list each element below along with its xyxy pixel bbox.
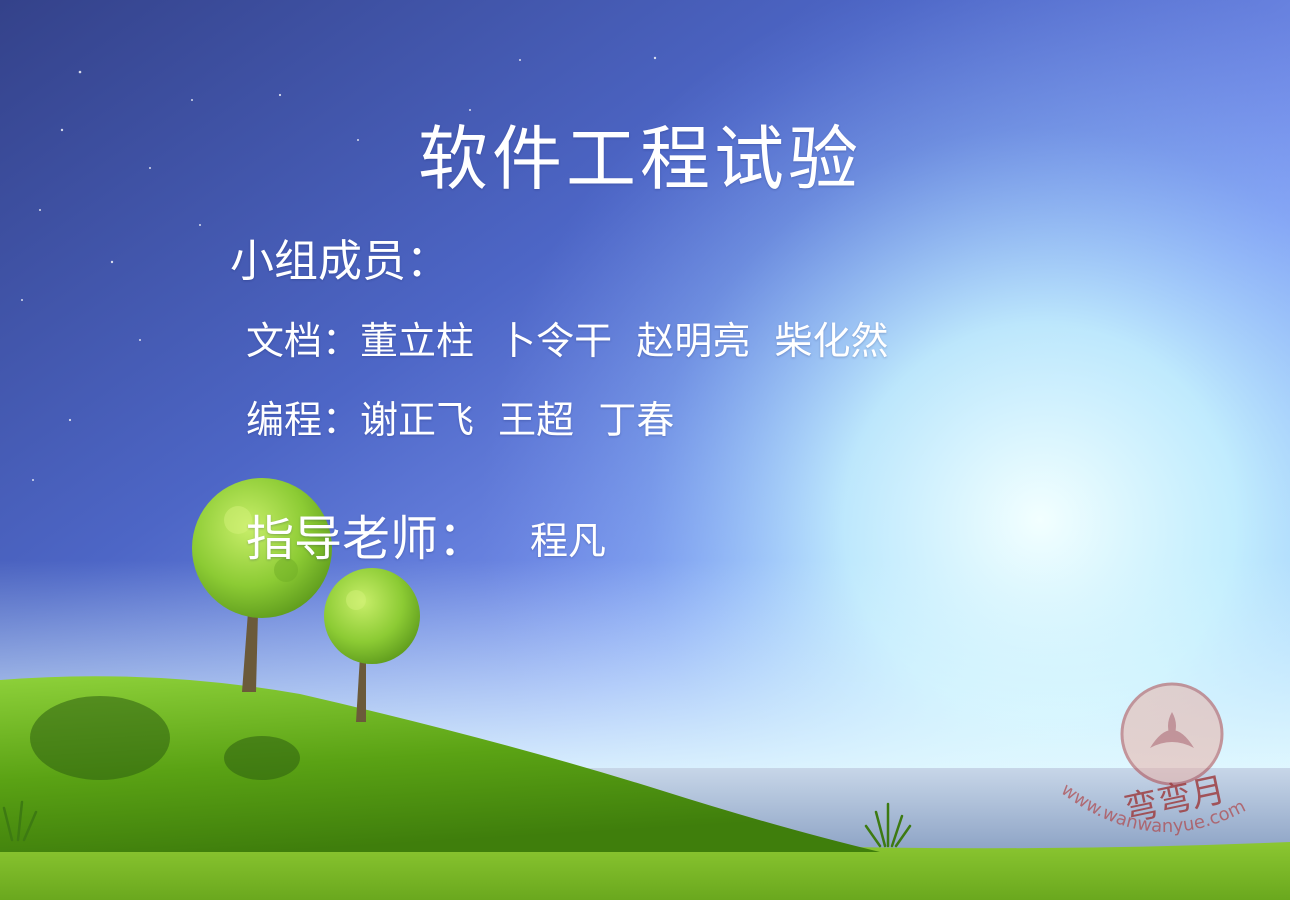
slide-title: 软件工程试验 [418,118,862,200]
stars [21,56,657,481]
tree-large [192,478,332,692]
grass-tuft [2,800,912,848]
programming-members: 编程：谢正飞 王超 丁春 [246,398,675,442]
watermark: 弯弯月 www.wanwanyue.com [1057,770,1249,837]
documentation-members: 文档：董立柱 卜令干 赵明亮 柴化然 [246,319,889,363]
tree-small [324,568,420,722]
watermark-logo-icon [1120,682,1224,786]
members-heading: 小组成员： [230,236,450,287]
advisor-label: 指导老师： [246,511,487,567]
advisor-name: 程凡 [530,519,607,563]
